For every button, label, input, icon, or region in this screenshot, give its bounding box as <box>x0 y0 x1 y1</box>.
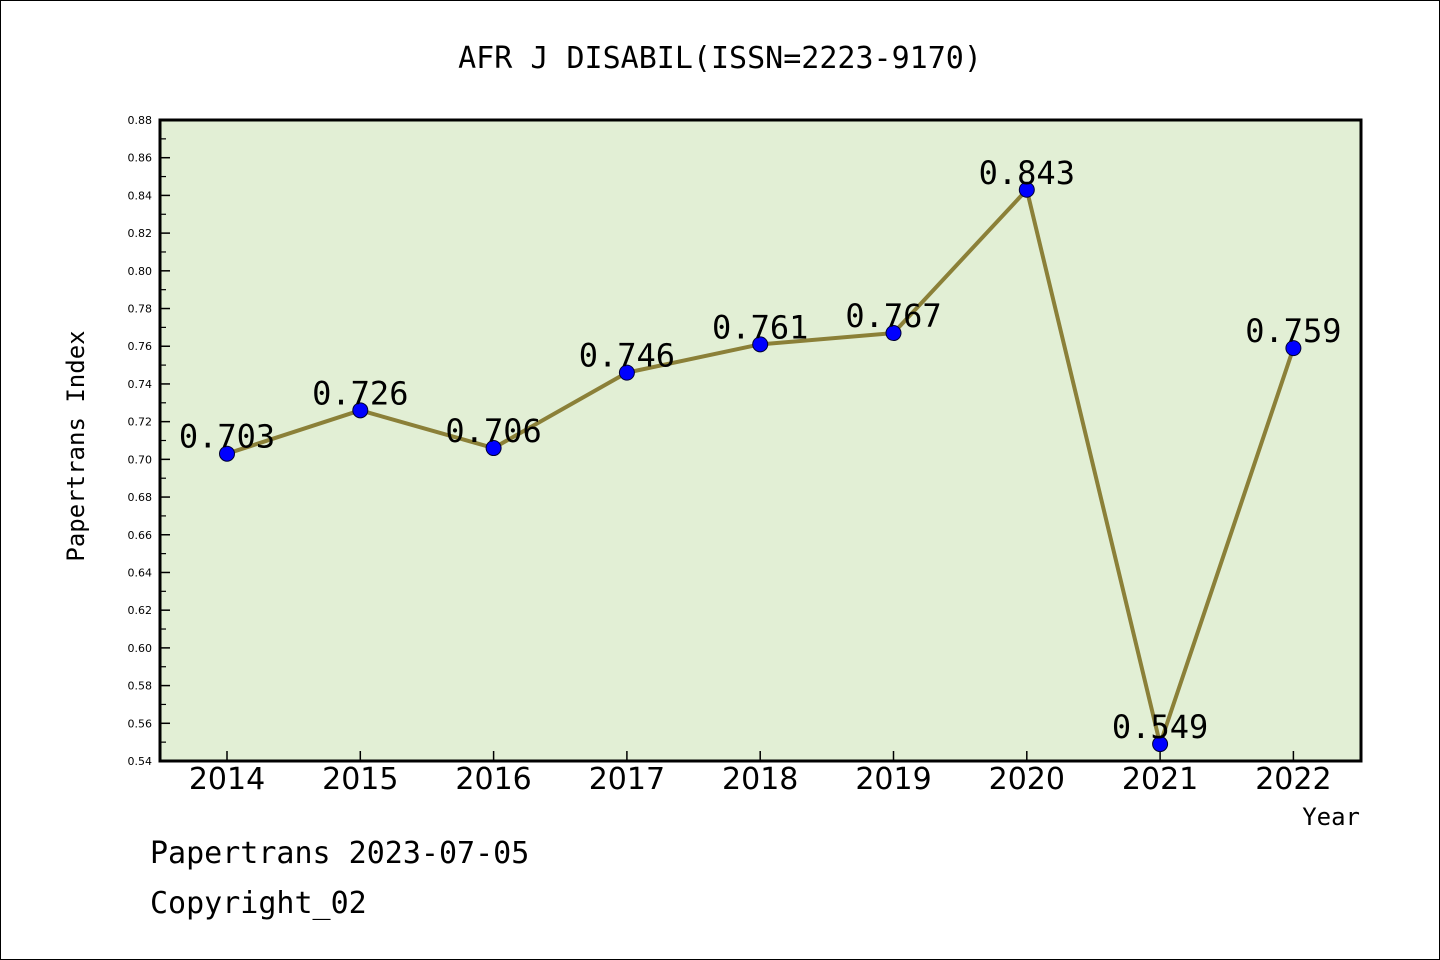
y-tick-label: 0.88 <box>128 114 153 127</box>
data-point <box>1018 181 1035 198</box>
y-tick-label: 0.86 <box>128 152 153 165</box>
data-label: 0.767 <box>845 297 941 335</box>
x-tick-label: 2018 <box>722 762 798 797</box>
data-point <box>485 440 502 457</box>
y-tick-label: 0.56 <box>128 717 153 730</box>
y-tick-label: 0.66 <box>128 529 153 542</box>
y-tick-label: 0.72 <box>128 416 153 429</box>
data-label: 0.703 <box>179 418 275 456</box>
chart-title: AFR J DISABIL(ISSN=2223-9170) <box>458 41 982 76</box>
data-point <box>618 364 635 381</box>
data-point <box>752 336 769 353</box>
data-label: 0.759 <box>1245 312 1341 350</box>
x-tick-label: 2021 <box>1122 762 1198 797</box>
y-tick-label: 0.74 <box>128 378 153 391</box>
data-label: 0.746 <box>579 337 675 375</box>
x-tick-label: 2015 <box>322 762 398 797</box>
data-point <box>1152 736 1169 753</box>
y-axis-title: Papertrans Index <box>62 330 90 561</box>
y-tick-label: 0.62 <box>128 604 153 617</box>
x-tick-label: 2020 <box>989 762 1065 797</box>
y-axis: 0.54 0.56 0.58 0.60 0.62 0.64 0.66 0.68 0.70 0.72… <box>128 114 170 768</box>
series-group <box>219 181 1302 753</box>
data-label: 0.761 <box>712 308 808 346</box>
x-tick-label: 2019 <box>855 762 931 797</box>
y-tick-label: 0.82 <box>128 227 153 240</box>
x-axis: 2014 2015 2016 2017 2018 2019 2020 2021 2022 <box>189 751 1332 797</box>
x-tick-label: 2016 <box>455 762 531 797</box>
x-tick-label: 2014 <box>189 762 265 797</box>
data-label: 0.843 <box>979 154 1075 192</box>
data-label: 0.726 <box>312 374 408 412</box>
data-labels: 0.703 0.726 0.706 0.746 0.761 0.767 0.843 0.549… <box>179 154 1342 746</box>
data-point <box>219 445 235 462</box>
x-axis-title: Year <box>1302 803 1360 831</box>
data-point <box>352 402 369 419</box>
y-tick-label: 0.54 <box>128 755 153 768</box>
footer-date: Papertrans 2023-07-05 <box>150 836 530 871</box>
x-tick-label: 2022 <box>1255 762 1331 797</box>
footer-copyright: Copyright_02 <box>150 886 367 921</box>
y-tick-label: 0.84 <box>128 189 153 202</box>
data-point <box>1285 340 1302 357</box>
y-tick-label: 0.60 <box>128 642 153 655</box>
y-tick-label: 0.58 <box>128 680 153 693</box>
y-tick-label: 0.64 <box>128 566 153 579</box>
y-tick-label: 0.80 <box>128 265 153 278</box>
y-tick-label: 0.76 <box>128 340 153 353</box>
x-tick-label: 2017 <box>589 762 665 797</box>
y-tick-label: 0.68 <box>128 491 153 504</box>
plot-area <box>158 118 1363 763</box>
data-label: 0.549 <box>1112 708 1208 746</box>
data-label: 0.706 <box>445 412 541 450</box>
data-point <box>885 325 902 342</box>
y-tick-label: 0.70 <box>128 453 153 466</box>
y-tick-label: 0.78 <box>128 303 153 316</box>
